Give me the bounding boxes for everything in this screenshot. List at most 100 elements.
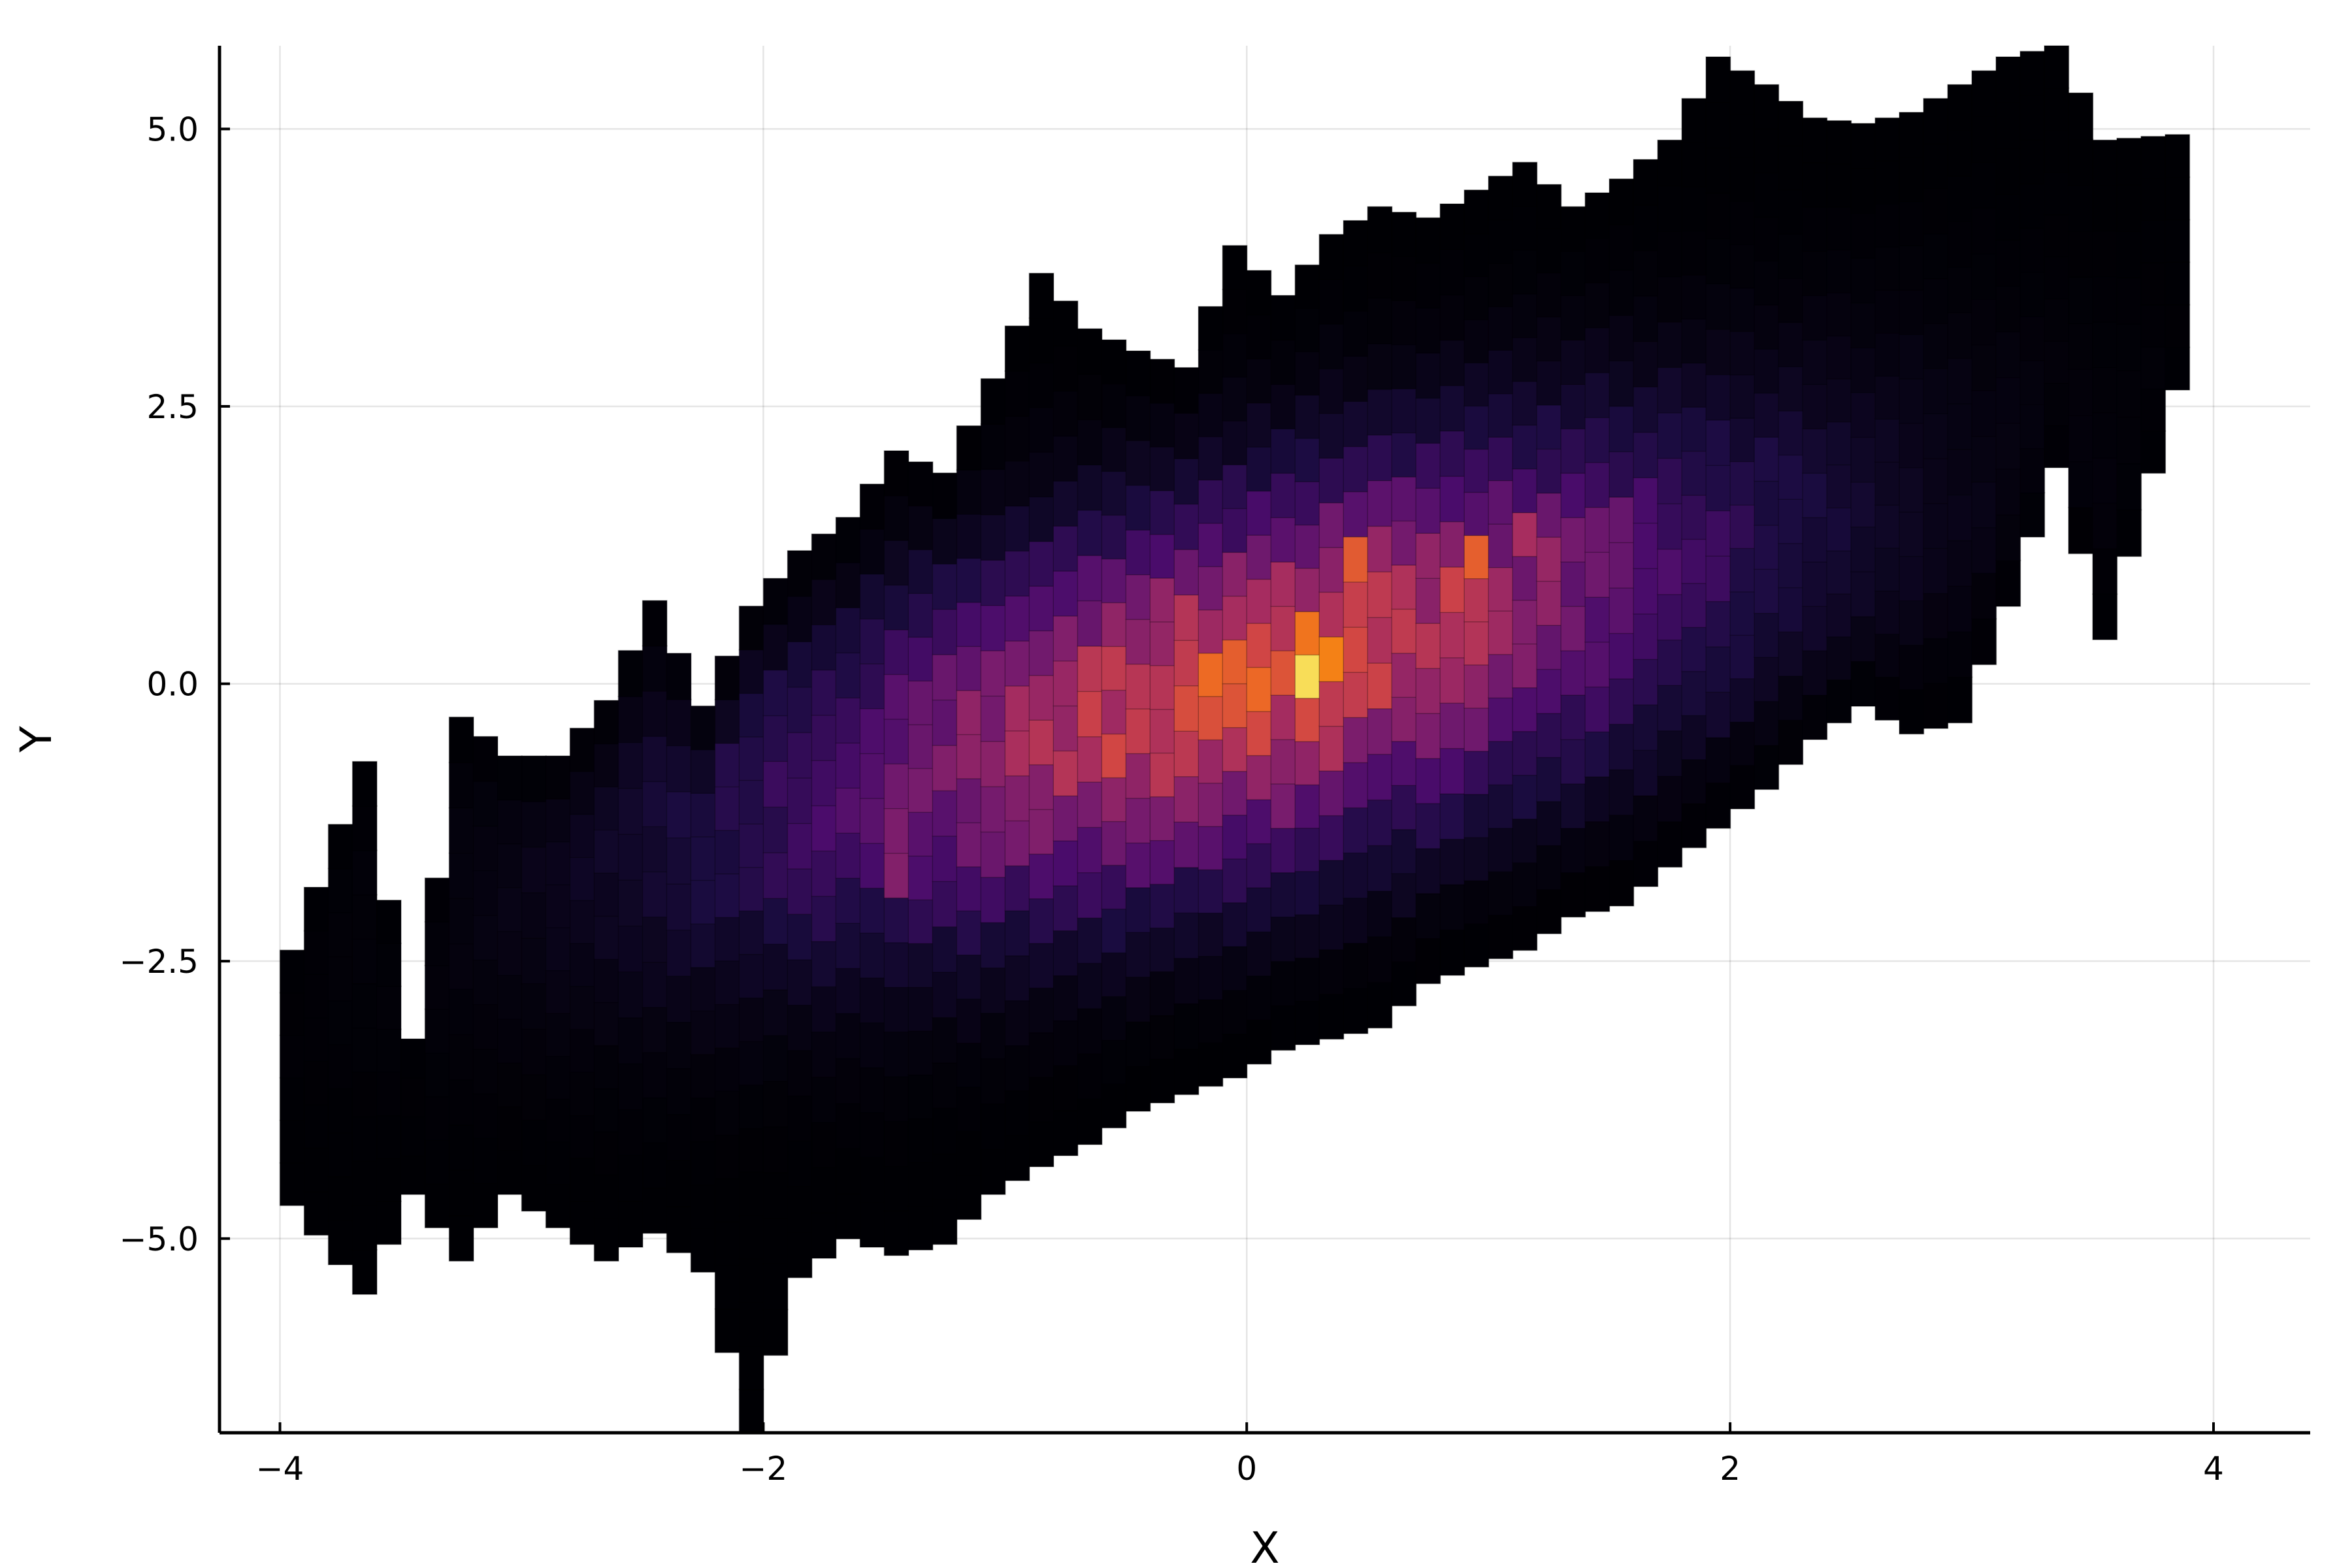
heatmap-cell [497,843,523,889]
heatmap-cell [303,1017,329,1062]
heatmap-cell [617,925,644,973]
heatmap-cell [787,868,813,915]
heatmap-cell [1754,700,1780,746]
heatmap-cell [1971,70,1997,118]
heatmap-cell [497,1062,523,1107]
heatmap-cell [1415,892,1441,939]
heatmap-cell [714,1221,740,1266]
heatmap-cell [1101,996,1127,1041]
heatmap-cell [1028,764,1054,810]
heatmap-cell [1149,927,1175,973]
heatmap-cell [448,852,474,900]
heatmap-cell [1995,514,2021,561]
heatmap-cell [1149,796,1175,841]
heatmap-cell [666,837,692,885]
heatmap-cell [1004,415,1030,462]
heatmap-cell [642,781,668,828]
heatmap-cell [400,1116,426,1156]
heatmap-cell [714,1047,740,1092]
heatmap-cell [1198,825,1224,871]
heatmap-cell [883,674,909,720]
heatmap-cell [472,780,498,827]
heatmap-cell [1536,184,1562,229]
heatmap-cell [956,998,982,1044]
heatmap-cell [424,1052,450,1098]
heatmap-cell [1077,1098,1103,1145]
heatmap-cell [642,1097,668,1144]
heatmap-cell [1536,800,1562,847]
heatmap-cell [642,871,668,918]
heatmap-cell [303,1147,329,1192]
heatmap-cell [1874,375,1901,420]
heatmap-cell [1609,814,1635,861]
heatmap-cell [1318,233,1345,280]
heatmap-cell [1053,840,1079,887]
heatmap-cell [1391,872,1417,919]
heatmap-cell [1028,540,1054,587]
heatmap-cell [883,1210,909,1256]
heatmap-cell [1826,464,1852,509]
heatmap-cell [1149,446,1175,491]
heatmap-cell [327,1043,353,1090]
heatmap-cell [907,549,934,595]
heatmap-cell [1778,366,1804,412]
heatmap-cell [907,1205,934,1251]
heatmap-cell [303,973,329,1019]
heatmap-cell [1101,777,1127,823]
heatmap-cell [1004,640,1030,687]
heatmap-cell [1923,323,1949,369]
heatmap-cell [859,797,885,844]
heatmap-cell [1488,436,1514,482]
heatmap-cell [1729,417,1756,463]
heatmap-cell [1560,827,1586,874]
heatmap-cell [1294,654,1320,699]
heatmap-cell [2068,184,2094,232]
heatmap-cell [545,1184,571,1229]
heatmap-cell [448,1079,474,1126]
heatmap-cell [2164,176,2191,221]
heatmap-cell [1222,639,1248,685]
heatmap-cell [1222,376,1248,422]
heatmap-cell [1560,738,1586,785]
heatmap-cell [1778,101,1804,146]
heatmap-cell [1850,661,1876,707]
heatmap-cell [738,910,764,955]
heatmap-cell [1705,510,1731,557]
heatmap-cell [1971,527,1997,574]
heatmap-cell [1850,257,1876,304]
heatmap-cell [907,1074,934,1120]
heatmap-cell [883,941,909,988]
heatmap-cell [1246,490,1272,536]
heatmap-cell [1439,475,1465,523]
heatmap-cell [1173,457,1200,505]
heatmap-cell [1318,770,1345,817]
heatmap-cell [2044,45,2070,89]
heatmap-cell [1101,733,1127,779]
heatmap-cell [1488,306,1514,351]
heatmap-cell [956,1174,982,1220]
heatmap-cell [1488,914,1514,960]
heatmap-cell [1681,142,1707,188]
heatmap-cell [2044,425,2070,468]
heatmap-cell [1222,508,1248,553]
heatmap-cell [1318,636,1345,683]
heatmap-cell [424,921,450,966]
heatmap-cell [1318,412,1345,459]
heatmap-cell [1488,827,1514,873]
heatmap-cell [351,983,378,1029]
heatmap-cell [1415,802,1441,849]
heatmap-cell [1053,795,1079,841]
heatmap-cell [1367,662,1393,710]
heatmap-cell [2019,316,2046,361]
heatmap-cell [956,777,982,824]
heatmap-cell [1947,266,1973,314]
y-tick-label-2: 0.0 [146,666,199,704]
heatmap-cell [1028,585,1054,632]
heatmap-cell [1004,505,1030,552]
heatmap-cell [980,1103,1006,1150]
heatmap-cell [2116,370,2142,418]
heatmap-cell [1754,524,1780,570]
heatmap-cell [835,1148,861,1195]
heatmap-cell [617,1154,644,1202]
heatmap-cell [1198,912,1224,957]
